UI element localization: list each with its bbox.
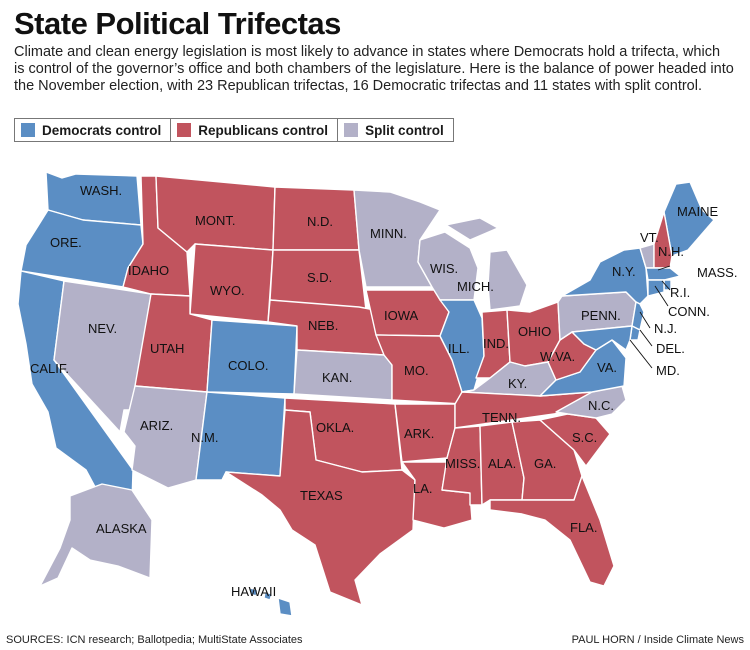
state-label-minn: MINN. (370, 226, 407, 241)
state-label-conn: CONN. (668, 304, 710, 319)
state-label-ohio: OHIO (518, 324, 551, 339)
state-label-vt: VT. (640, 230, 659, 245)
state-label-mo: MO. (404, 363, 429, 378)
state-n-h (653, 211, 673, 269)
state-mich (445, 217, 528, 311)
state-label-ind: IND. (483, 336, 509, 351)
credit-note: PAUL HORN / Inside Climate News (571, 634, 744, 646)
state-md (571, 325, 633, 351)
state-label-mass: MASS. (697, 265, 737, 280)
state-label-w-va: W.VA. (540, 349, 575, 364)
state-label-penn: PENN. (581, 308, 621, 323)
state-label-miss: MISS. (445, 456, 480, 471)
map-title: State Political Trifectas (14, 6, 341, 41)
state-label-wash: WASH. (80, 183, 122, 198)
state-label-la: LA. (413, 481, 433, 496)
state-fla (489, 475, 615, 587)
state-label-ariz: ARIZ. (140, 418, 173, 433)
state-label-kan: KAN. (322, 370, 352, 385)
state-label-ark: ARK. (404, 426, 434, 441)
state-label-colo: COLO. (228, 358, 268, 373)
state-label-neb: NEB. (308, 318, 338, 333)
state-mass (645, 267, 681, 281)
state-labels: WASH. ORE. CALIF. NEV. IDAHO MONT. WYO. UTAH ARI… (30, 183, 737, 599)
sources-note: SOURCES: ICN research; Ballotpedia; Mult… (6, 634, 303, 646)
state-label-mont: MONT. (195, 213, 235, 228)
legend: Democrats control Republicans control Sp… (14, 118, 454, 142)
legend-label-dem: Democrats control (42, 122, 162, 138)
state-label-calif: CALIF. (30, 361, 69, 376)
state-n-j (631, 301, 645, 331)
state-label-va: VA. (597, 360, 617, 375)
state-label-n-d: N.D. (307, 214, 333, 229)
state-colo (206, 319, 298, 395)
state-label-r-i: R.I. (670, 285, 690, 300)
state-label-iowa: IOWA (384, 308, 419, 323)
legend-label-rep: Republicans control (198, 122, 329, 138)
state-label-md: MD. (656, 363, 680, 378)
state-label-nev: NEV. (88, 321, 117, 336)
legend-item-split: Split control (337, 119, 453, 141)
state-label-fla: FLA. (570, 520, 597, 535)
state-label-ore: ORE. (50, 235, 82, 250)
state-label-n-y: N.Y. (612, 264, 636, 279)
state-label-ga: GA. (534, 456, 556, 471)
state-label-wis: WIS. (430, 261, 458, 276)
legend-label-split: Split control (365, 122, 444, 138)
state-label-n-c: N.C. (588, 398, 614, 413)
state-label-mich: MICH. (457, 279, 494, 294)
state-label-alaska: ALASKA (96, 521, 147, 536)
state-label-del: DEL. (656, 341, 685, 356)
state-label-utah: UTAH (150, 341, 184, 356)
state-label-ala: ALA. (488, 456, 516, 471)
state-label-s-d: S.D. (307, 270, 332, 285)
state-label-idaho: IDAHO (128, 263, 169, 278)
state-label-texas: TEXAS (300, 488, 343, 503)
legend-swatch-split (344, 123, 359, 137)
label-leader-lines (629, 265, 671, 369)
state-label-ky: KY. (508, 376, 527, 391)
state-label-n-j: N.J. (654, 321, 677, 336)
state-label-maine: MAINE (677, 204, 719, 219)
state-label-n-m: N.M. (191, 430, 218, 445)
state-maine (663, 181, 715, 257)
intro-text: Climate and clean energy legislation is … (14, 44, 734, 94)
legend-item-dem: Democrats control (15, 119, 170, 141)
state-alaska (39, 483, 153, 587)
state-label-n-h: N.H. (658, 244, 684, 259)
state-shapes (17, 171, 715, 617)
state-texas (225, 409, 416, 606)
legend-swatch-dem (21, 123, 35, 137)
state-label-hawaii: HAWAII (231, 584, 276, 599)
legend-item-rep: Republicans control (170, 119, 337, 141)
state-label-tenn: TENN. (482, 410, 521, 425)
state-label-okla: OKLA. (316, 420, 354, 435)
state-hawaii (249, 587, 293, 617)
state-label-s-c: S.C. (572, 430, 597, 445)
legend-swatch-rep (177, 123, 192, 137)
state-label-ill: ILL. (448, 341, 470, 356)
state-label-wyo: WYO. (210, 283, 245, 298)
